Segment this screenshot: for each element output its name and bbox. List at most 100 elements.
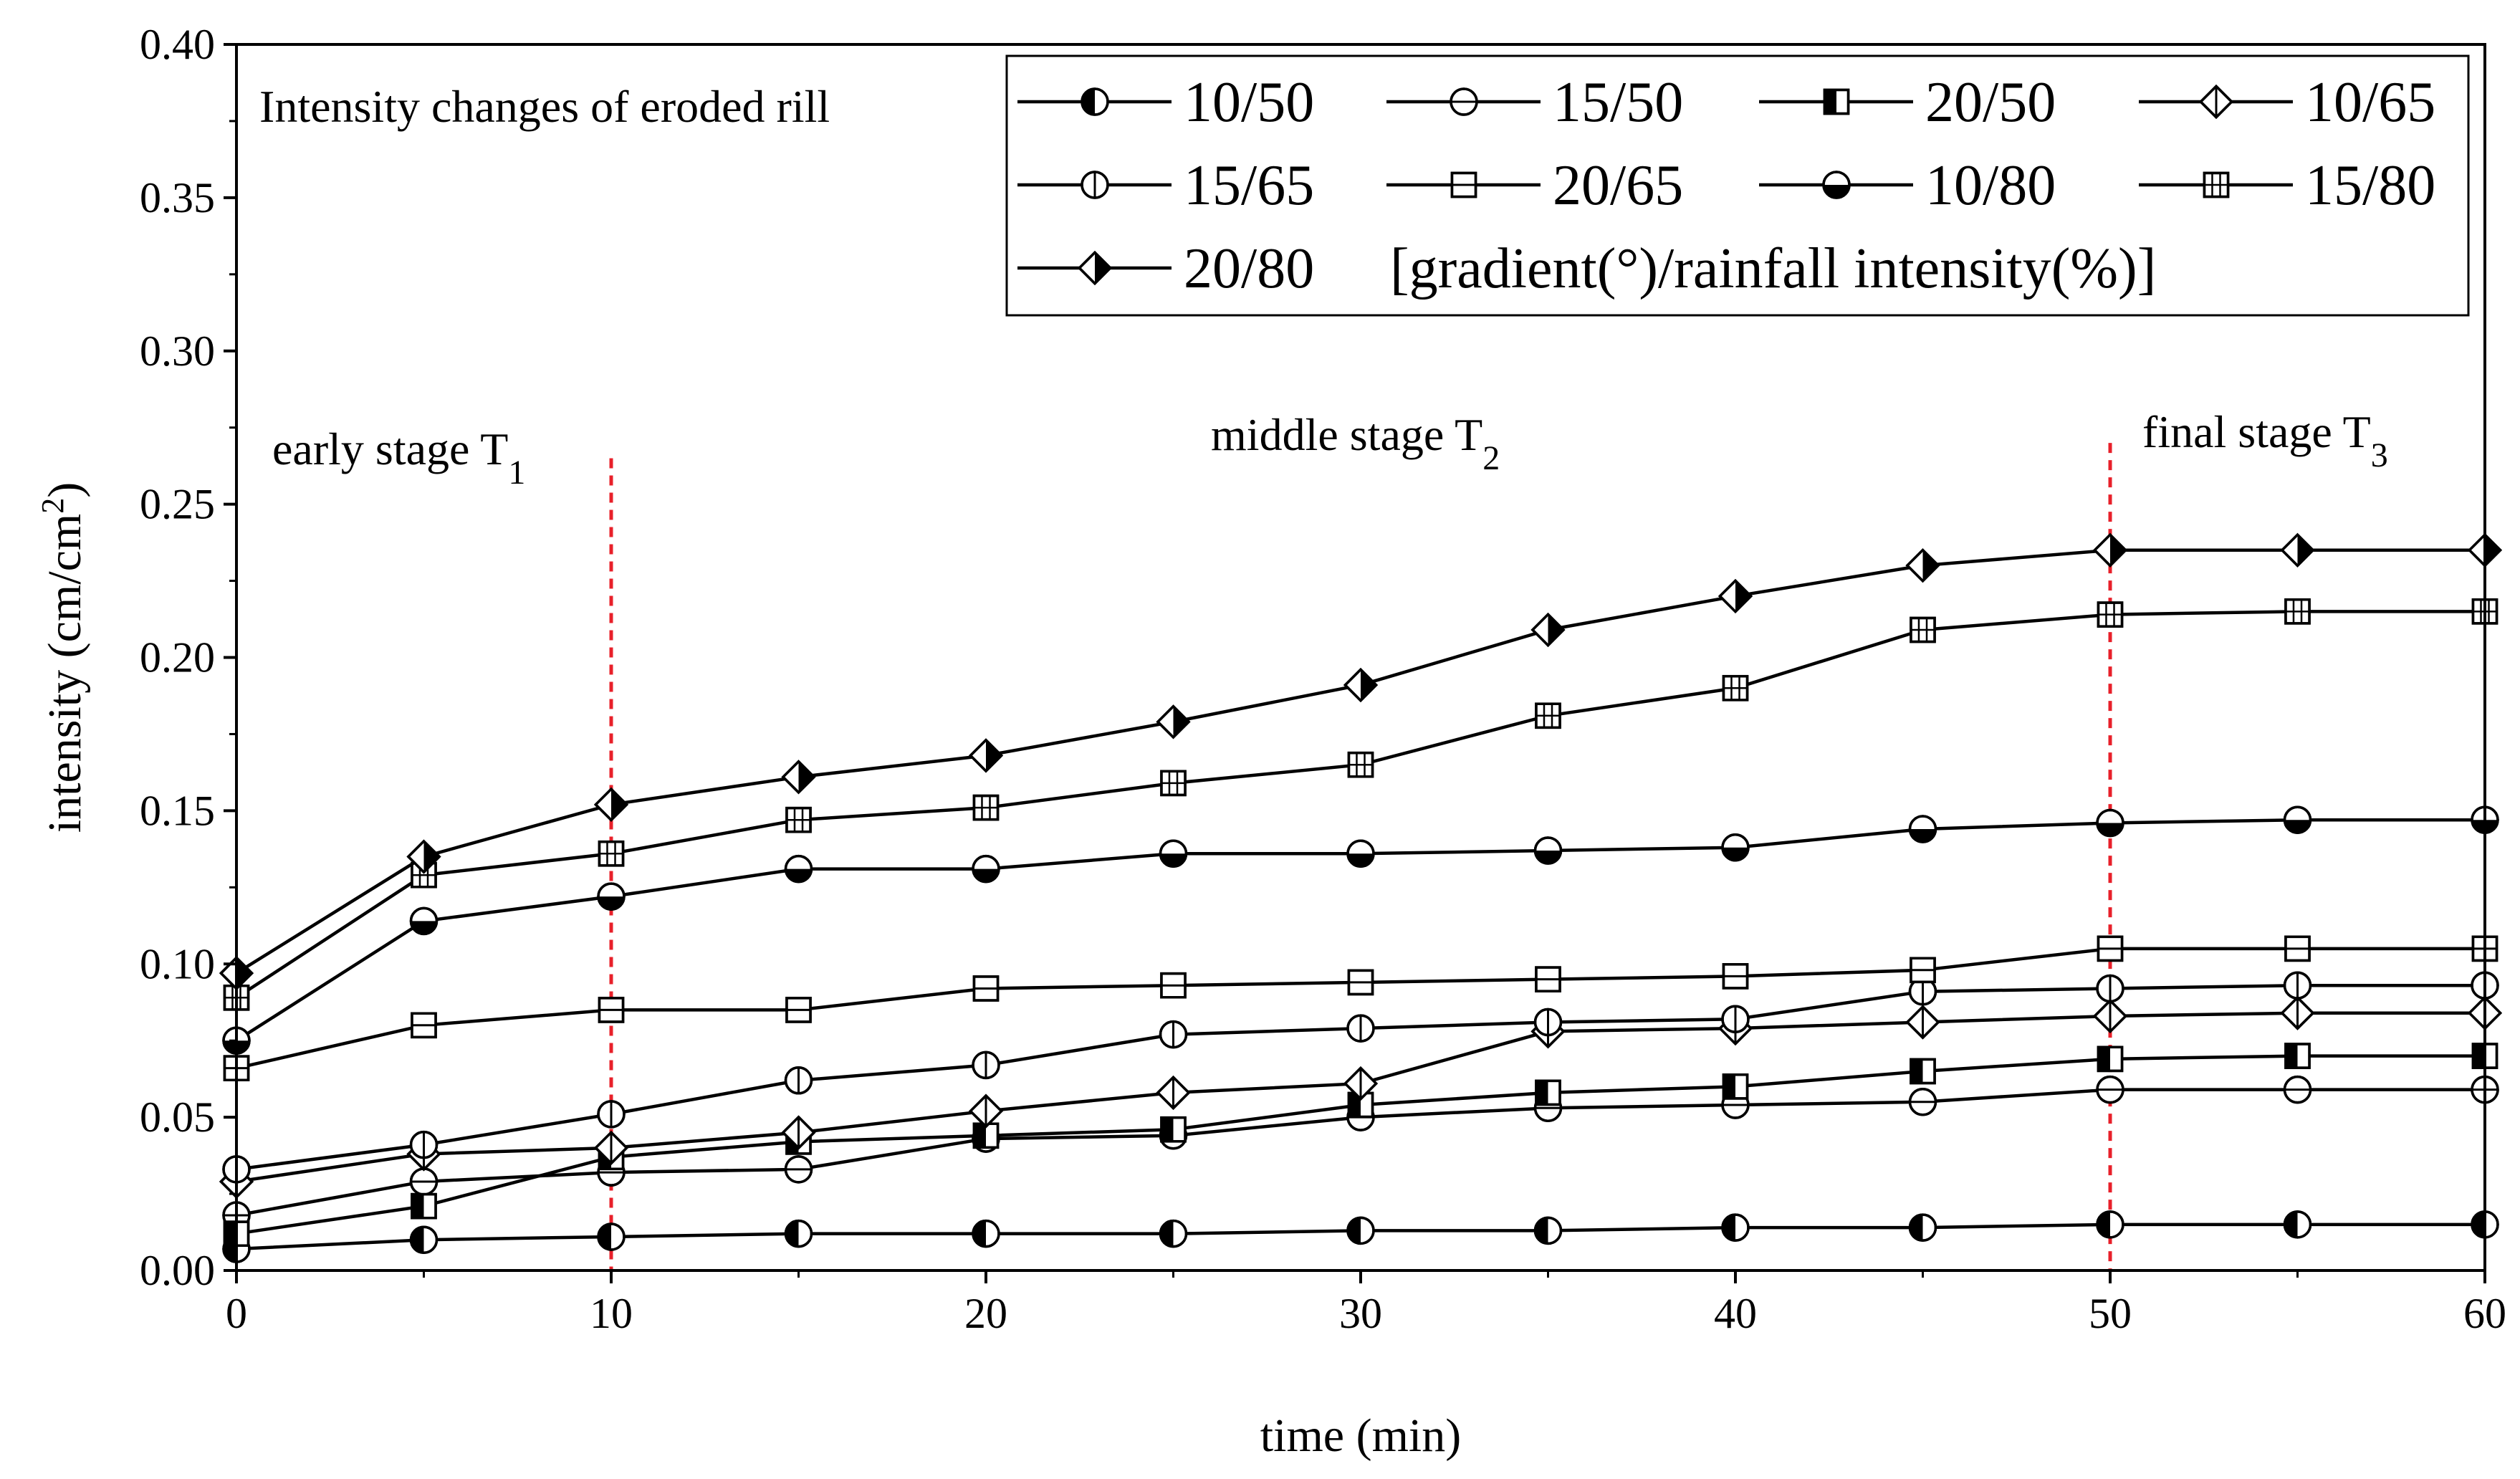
data-point bbox=[1346, 1216, 1375, 1245]
stage-labels: early stage T1 middle stage T2 final stage… bbox=[272, 406, 2388, 492]
stage-label-1: early stage T1 bbox=[272, 423, 525, 492]
data-point bbox=[597, 1222, 626, 1251]
data-point bbox=[593, 787, 629, 822]
data-point bbox=[2092, 998, 2128, 1034]
data-point bbox=[1156, 704, 1191, 740]
y-axis-title: intensity (cm/cm2) bbox=[35, 482, 92, 833]
data-point bbox=[781, 760, 816, 795]
data-point bbox=[2096, 1210, 2124, 1239]
data-point bbox=[597, 882, 626, 911]
series-15-80 bbox=[223, 598, 2499, 1011]
data-point bbox=[2097, 601, 2124, 628]
y-axis-title-sup: 2 bbox=[35, 498, 70, 514]
data-point bbox=[1159, 1219, 1188, 1248]
series-20-80 bbox=[219, 532, 2503, 991]
x-tick-label: 60 bbox=[2463, 1290, 2506, 1337]
legend-marker bbox=[2198, 84, 2234, 120]
x-tick-label: 10 bbox=[590, 1290, 633, 1337]
data-point bbox=[784, 854, 813, 884]
data-point bbox=[2280, 995, 2315, 1030]
y-tick-label: 0.20 bbox=[140, 634, 215, 681]
data-point bbox=[2283, 1210, 2312, 1239]
legend-entry-10-65: 10/65 bbox=[2139, 71, 2435, 134]
data-point bbox=[972, 1219, 1000, 1248]
legend-marker bbox=[1450, 87, 1478, 116]
data-point bbox=[597, 1100, 626, 1129]
y-tick-label: 0.05 bbox=[140, 1093, 215, 1141]
data-point bbox=[1530, 612, 1566, 648]
data-point bbox=[1535, 966, 1561, 992]
legend-entry-10-50: 10/50 bbox=[1017, 71, 1314, 134]
y-axis-title-main: intensity (cm/cm bbox=[39, 514, 91, 833]
data-point bbox=[409, 1167, 439, 1196]
legend-entry-10-80: 10/80 bbox=[1759, 154, 2056, 217]
data-point bbox=[784, 1219, 813, 1248]
data-point bbox=[1721, 1213, 1750, 1242]
stage-label-2: middle stage T2 bbox=[1211, 409, 1500, 477]
data-point bbox=[1722, 1073, 1749, 1100]
x-axis-title: time (min) bbox=[1260, 1409, 1461, 1462]
data-point bbox=[1347, 969, 1374, 996]
y-tick-label: 0.30 bbox=[140, 327, 215, 375]
data-point bbox=[1343, 667, 1379, 703]
data-point bbox=[1343, 1066, 1379, 1101]
data-point bbox=[1159, 1020, 1188, 1049]
data-point bbox=[2280, 532, 2315, 568]
legend-label: 10/50 bbox=[1184, 71, 1314, 134]
axes: 0.00 0.05 0.10 0.15 0.20 0.25 0.30 0.35 0.40 0 10 2… bbox=[35, 21, 2507, 1462]
data-point bbox=[1908, 1087, 1937, 1116]
data-point bbox=[1908, 815, 1937, 843]
legend-entry-20-65: 20/65 bbox=[1386, 154, 1683, 217]
x-tick-label: 30 bbox=[1339, 1290, 1382, 1337]
data-point bbox=[1160, 972, 1187, 999]
legend-marker bbox=[2203, 171, 2230, 198]
data-point bbox=[1533, 1007, 1563, 1037]
data-point bbox=[593, 1130, 629, 1165]
legend-label: 20/80 bbox=[1184, 237, 1314, 300]
legend-note: [gradient(°)/rainfall intensity(%)] bbox=[1390, 237, 2156, 300]
data-point bbox=[1722, 963, 1749, 990]
y-tick-label: 0.35 bbox=[140, 174, 215, 221]
legend-entry-15-65: 15/65 bbox=[1017, 154, 1314, 217]
y-tick-label: 0.10 bbox=[140, 940, 215, 987]
legend-marker bbox=[1450, 171, 1477, 198]
data-point bbox=[972, 794, 1000, 821]
y-axis-title-tail: ) bbox=[39, 482, 91, 498]
data-point bbox=[2097, 1045, 2124, 1073]
data-point bbox=[411, 1192, 437, 1220]
data-point bbox=[1905, 548, 1940, 583]
legend-label: 10/65 bbox=[2305, 71, 2435, 134]
data-point bbox=[409, 906, 439, 936]
data-point bbox=[1533, 1216, 1563, 1245]
data-point bbox=[1721, 1005, 1750, 1033]
legend-entry-20-80: 20/80 bbox=[1017, 237, 1314, 300]
data-point bbox=[2096, 1075, 2124, 1104]
x-tick-label: 40 bbox=[1714, 1290, 1757, 1337]
data-point bbox=[2092, 532, 2128, 568]
data-point bbox=[2283, 1075, 2312, 1104]
legend-entry-20-50: 20/50 bbox=[1759, 71, 2056, 134]
data-point bbox=[781, 1115, 816, 1150]
legend-marker bbox=[1081, 87, 1109, 116]
data-point bbox=[785, 997, 812, 1023]
data-point bbox=[2097, 935, 2124, 962]
data-point bbox=[1721, 833, 1750, 862]
data-point bbox=[784, 1155, 813, 1184]
data-point bbox=[1905, 1005, 1940, 1040]
data-point bbox=[1156, 1075, 1191, 1110]
data-point bbox=[1346, 839, 1375, 868]
series-15-65 bbox=[222, 971, 2499, 1184]
y-tick-label: 0.00 bbox=[140, 1247, 215, 1294]
data-point bbox=[784, 1066, 813, 1095]
x-tick-label: 20 bbox=[964, 1290, 1007, 1337]
legend-label: 20/50 bbox=[1925, 71, 2056, 134]
data-point bbox=[972, 975, 1000, 1002]
data-point bbox=[1159, 839, 1188, 868]
series-10-50 bbox=[222, 1210, 2499, 1263]
legend-label: 15/50 bbox=[1553, 71, 1683, 134]
stage-label-3: final stage T3 bbox=[2142, 406, 2388, 474]
legend: Intensity changes of eroded rill 10/50 15/… bbox=[259, 54, 2470, 317]
data-point bbox=[785, 806, 812, 833]
series-10-65 bbox=[219, 995, 2503, 1200]
legend-label: 15/65 bbox=[1184, 154, 1314, 217]
